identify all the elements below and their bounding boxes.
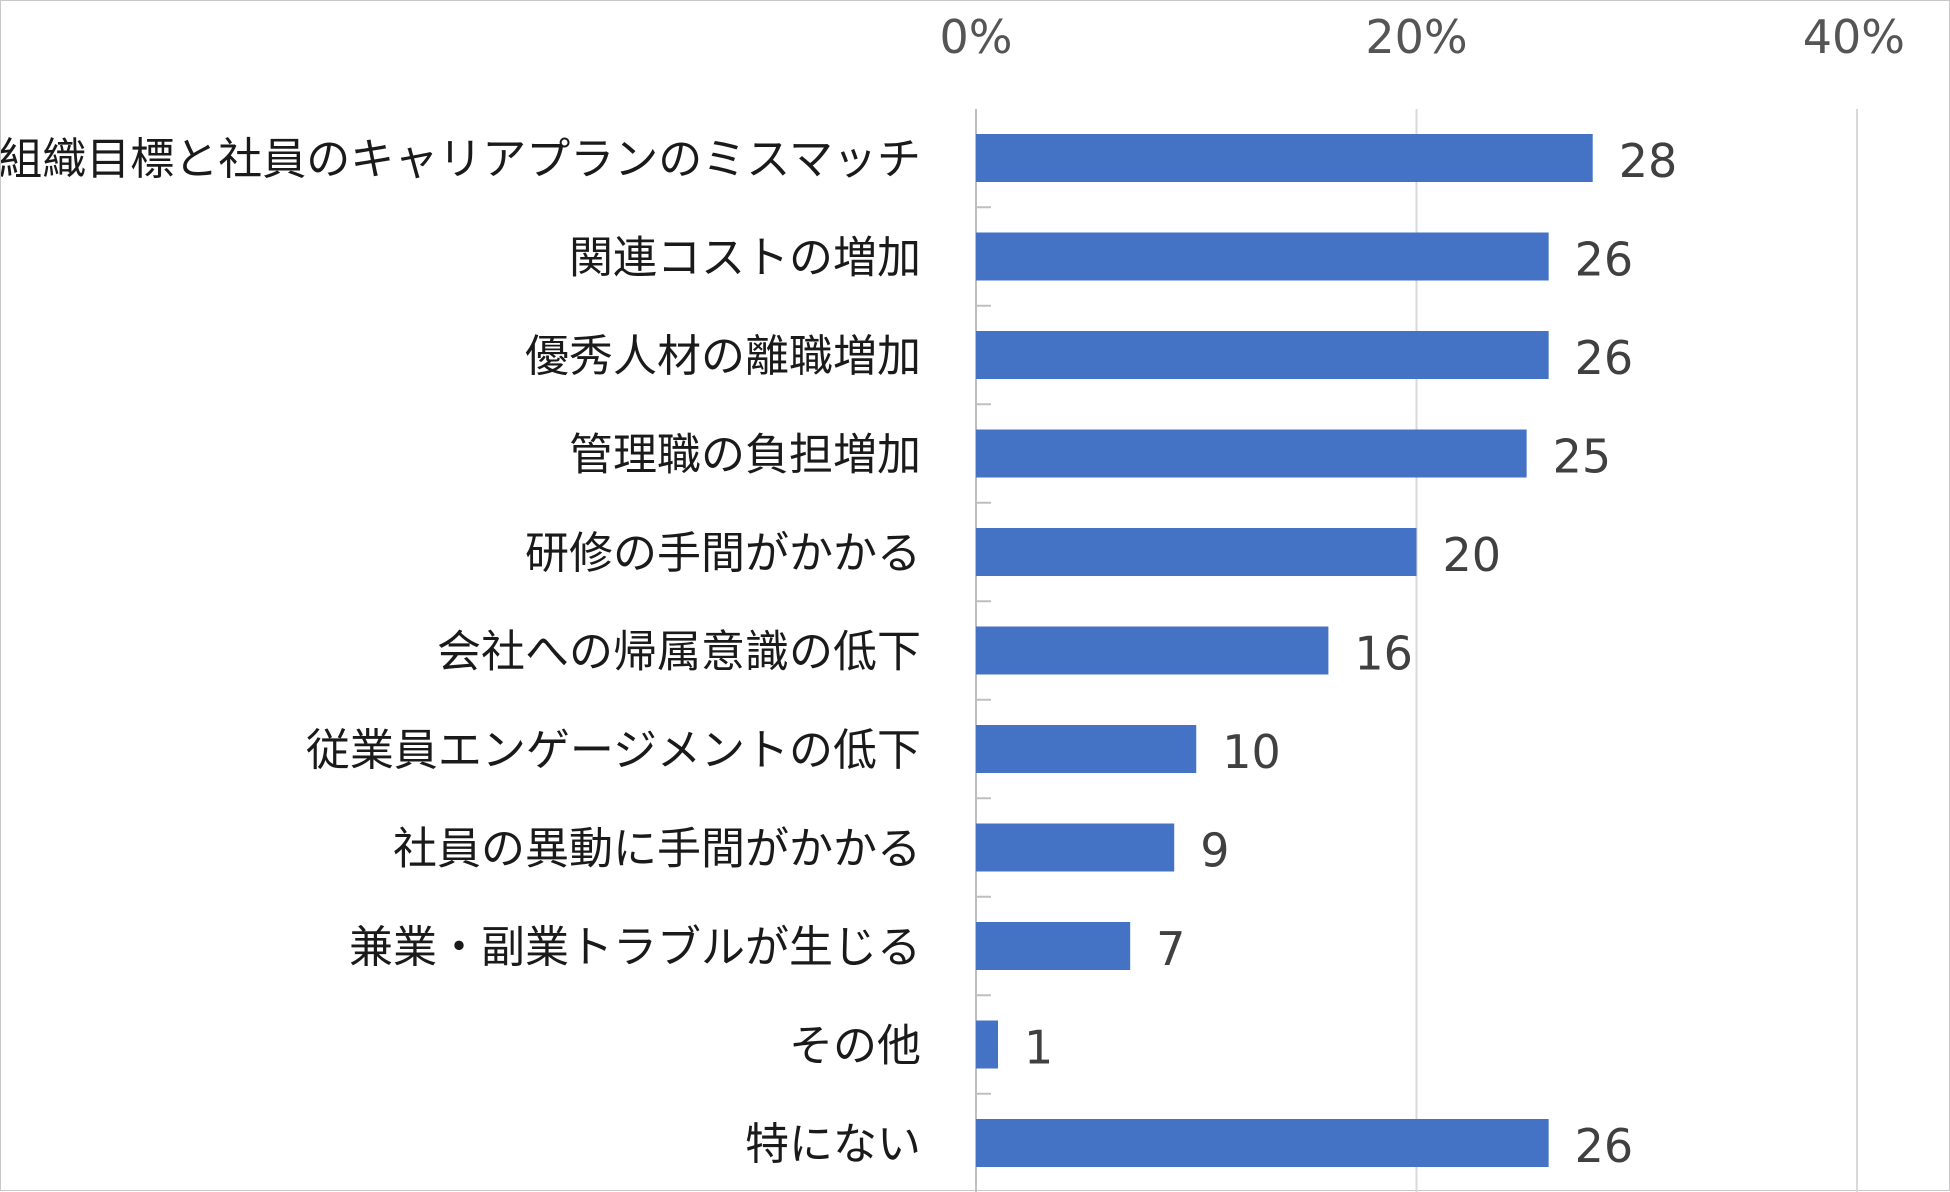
- category-label: 兼業・副業トラブルが生じる: [349, 922, 921, 973]
- data-label: 1: [1024, 1021, 1053, 1075]
- data-label: 20: [1443, 528, 1502, 582]
- data-label: 10: [1222, 725, 1281, 779]
- category-labels: 組織目標と社員のキャリアプランのミスマッチ関連コストの増加優秀人材の離職増加管理…: [1, 134, 921, 1170]
- data-label: 25: [1553, 430, 1612, 484]
- data-labels: 28 26 26 25 20 16 10 97 1 26: [1024, 134, 1677, 1173]
- category-label: 会社への帰属意識の低下: [437, 627, 921, 678]
- category-label: 管理職の負担増加: [569, 430, 921, 481]
- category-label: 研修の手間がかかる: [525, 528, 921, 579]
- bar: [976, 1119, 1549, 1167]
- category-label: その他: [789, 1021, 921, 1072]
- data-label: 26: [1575, 331, 1634, 385]
- bar: [976, 626, 1329, 675]
- data-label: 9: [1200, 824, 1229, 878]
- bar: [976, 725, 1197, 773]
- data-label: 16: [1354, 627, 1413, 681]
- x-tick-label: 0%: [940, 10, 1013, 64]
- bar: [976, 134, 1593, 182]
- bars: [976, 134, 1593, 1167]
- category-label: 社員の異動に手間がかかる: [393, 824, 921, 875]
- category-label: 優秀人材の離職増加: [525, 331, 921, 382]
- bar: [976, 922, 1131, 970]
- x-tick-label: 20%: [1365, 10, 1467, 64]
- bar: [976, 823, 1175, 872]
- category-label: 従業員エンゲージメントの低下: [306, 725, 921, 776]
- data-label: 7: [1156, 922, 1185, 976]
- data-label: 28: [1619, 134, 1678, 188]
- data-label: 26: [1575, 233, 1634, 287]
- category-label: 組織目標と社員のキャリアプランのミスマッチ: [1, 134, 921, 185]
- bar: [976, 232, 1549, 281]
- gridlines: [1415, 109, 1858, 1192]
- bar: [976, 331, 1549, 379]
- x-tick-label: 40%: [1803, 10, 1905, 64]
- bar: [976, 528, 1417, 576]
- x-axis-ticks: 0% 20% 40%: [940, 10, 1905, 64]
- category-label: 関連コストの増加: [569, 233, 921, 284]
- category-label: 特にない: [745, 1119, 921, 1170]
- data-label: 26: [1575, 1119, 1634, 1173]
- bar: [976, 1020, 999, 1069]
- bar: [976, 429, 1527, 478]
